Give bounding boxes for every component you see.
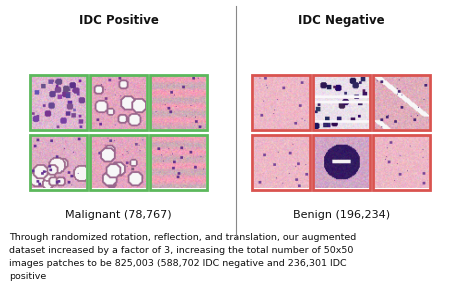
Bar xyxy=(90,75,147,130)
Bar xyxy=(252,135,310,190)
Bar xyxy=(29,75,87,130)
Bar xyxy=(90,135,147,190)
Bar xyxy=(29,135,87,190)
Bar xyxy=(313,135,370,190)
Bar xyxy=(373,75,430,130)
Text: Benign (196,234): Benign (196,234) xyxy=(293,210,390,220)
Text: IDC Positive: IDC Positive xyxy=(79,14,158,28)
Bar xyxy=(313,75,370,130)
Bar xyxy=(150,135,207,190)
Text: Through randomized rotation, reflection, and translation, our augmented
dataset : Through randomized rotation, reflection,… xyxy=(9,233,357,281)
Bar xyxy=(373,135,430,190)
Bar xyxy=(150,75,207,130)
Text: IDC Negative: IDC Negative xyxy=(298,14,384,28)
Bar xyxy=(252,75,310,130)
Text: Malignant (78,767): Malignant (78,767) xyxy=(65,210,172,220)
